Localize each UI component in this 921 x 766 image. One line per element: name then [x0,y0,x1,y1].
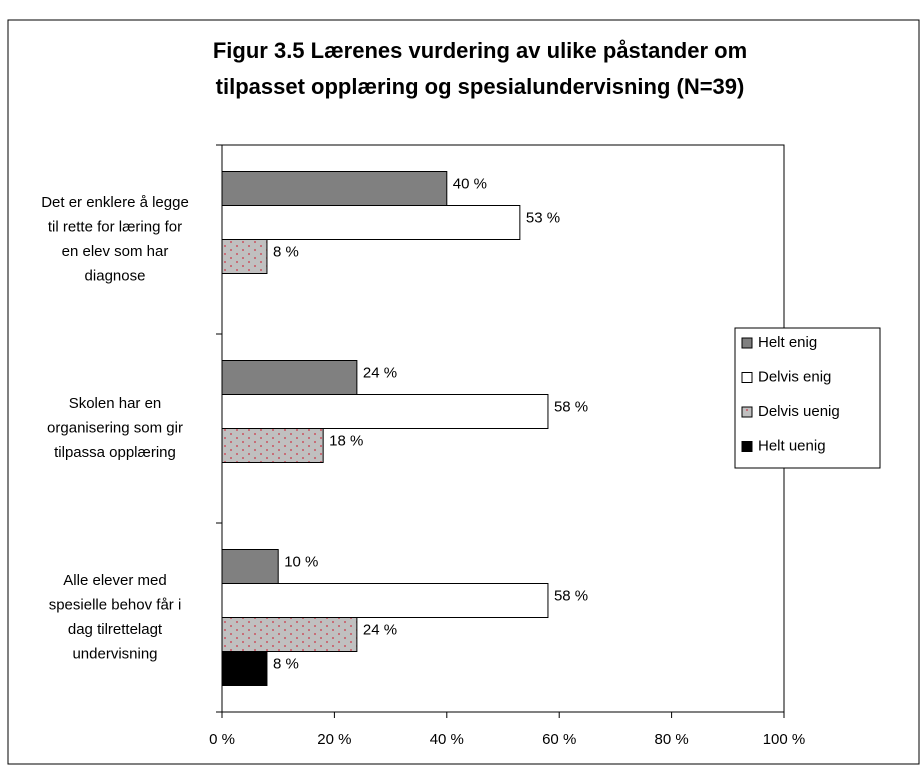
value-label: 40 % [453,175,487,192]
legend-swatch [741,406,753,418]
y-tick-label: Alle elever med spesielle behov får i dag … [49,572,182,663]
legend-label: Helt enig [758,334,817,351]
bar [221,428,324,463]
value-label: 18 % [329,432,363,449]
bar [221,549,279,584]
x-tick-label: 20 % [317,731,351,748]
bar [221,394,549,429]
value-label: 53 % [526,209,560,226]
bar [221,651,268,686]
bar [221,583,549,618]
y-tick-label: Skolen har en organisering som gir tilpass… [47,395,183,461]
bar [221,171,448,206]
x-tick-label: 80 % [654,731,688,748]
bar [221,205,521,240]
legend-box [734,327,881,469]
x-tick-label: 0 % [209,731,235,748]
legend-label: Helt uenig [758,437,826,454]
bar [221,617,358,652]
value-label: 58 % [554,398,588,415]
legend-label: Delvis uenig [758,403,840,420]
x-tick-label: 100 % [763,731,806,748]
value-label: 10 % [284,553,318,570]
value-label: 58 % [554,587,588,604]
value-label: 8 % [273,243,299,260]
legend-label: Delvis enig [758,368,831,385]
value-label: 24 % [363,621,397,638]
x-tick-label: 60 % [542,731,576,748]
legend-swatch [741,337,753,349]
chart-title: Figur 3.5 Lærenes vurdering av ulike pås… [213,38,747,99]
legend-swatch [741,441,753,452]
bar [221,239,268,274]
legend-swatch [741,372,753,383]
y-tick-label: Det er enklere å legge til rette for læri… [41,194,189,285]
value-label: 24 % [363,364,397,381]
bar [221,360,358,395]
value-label: 8 % [273,655,299,672]
x-tick-label: 40 % [430,731,464,748]
